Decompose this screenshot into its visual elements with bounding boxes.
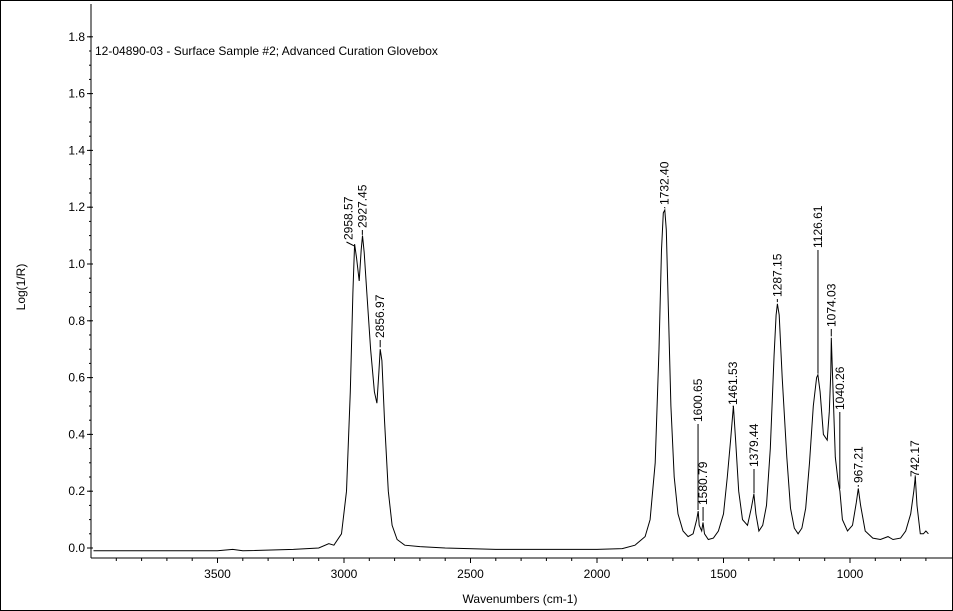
x-tick-label: 2000 [584, 567, 611, 581]
y-tick-label: 0.0 [68, 541, 85, 555]
y-tick-label: 1.8 [68, 30, 85, 44]
x-axis-label: Wavenumbers (cm-1) [463, 592, 578, 606]
x-tick-label: 1500 [710, 567, 737, 581]
y-axis-label: Log(1/R) [14, 264, 28, 311]
peak-label: 1580.79 [696, 461, 710, 505]
peak-label: 1600.65 [691, 378, 705, 422]
x-tick-label: 3500 [204, 567, 231, 581]
peak-label: 1074.03 [824, 283, 838, 327]
peak-label: 1461.53 [726, 361, 740, 405]
x-tick-label: 3000 [331, 567, 358, 581]
x-tick-label: 2500 [457, 567, 484, 581]
x-tick-label: 1000 [837, 567, 864, 581]
peak-label: 1732.40 [658, 161, 672, 205]
y-tick-label: 0.4 [68, 427, 85, 441]
axes: 0.0 0.2 0.4 0.6 0.8 1.0 1.2 1.4 1.6 1.8 3500 3000 25… [68, 4, 953, 581]
peak-label: 2958.57 [341, 196, 355, 240]
y-tick-label: 1.0 [68, 257, 85, 271]
y-tick-label: 0.8 [68, 314, 85, 328]
peak-label: 2856.97 [373, 294, 387, 338]
peak-label: 1287.15 [770, 253, 784, 297]
peak-label: 742.17 [908, 440, 922, 477]
peak-label: 967.21 [851, 446, 865, 483]
peak-label: 1040.26 [833, 366, 847, 410]
spectrum-line [93, 208, 929, 552]
y-tick-label: 1.2 [68, 200, 85, 214]
y-tick-label: 1.4 [68, 143, 85, 157]
peak-marker-line [346, 241, 355, 247]
peak-annotations: 2958.57 2927.45 2856.97 1732.40 1600.65 1580.… [341, 161, 922, 521]
peak-label: 1126.61 [811, 205, 825, 248]
y-tick-label: 0.6 [68, 371, 85, 385]
peak-label: 1379.44 [747, 423, 761, 467]
y-tick-label: 0.2 [68, 484, 85, 498]
chart-title: 12-04890-03 - Surface Sample #2; Advance… [95, 44, 438, 58]
peak-label: 2927.45 [355, 184, 369, 228]
y-tick-label: 1.6 [68, 87, 85, 101]
